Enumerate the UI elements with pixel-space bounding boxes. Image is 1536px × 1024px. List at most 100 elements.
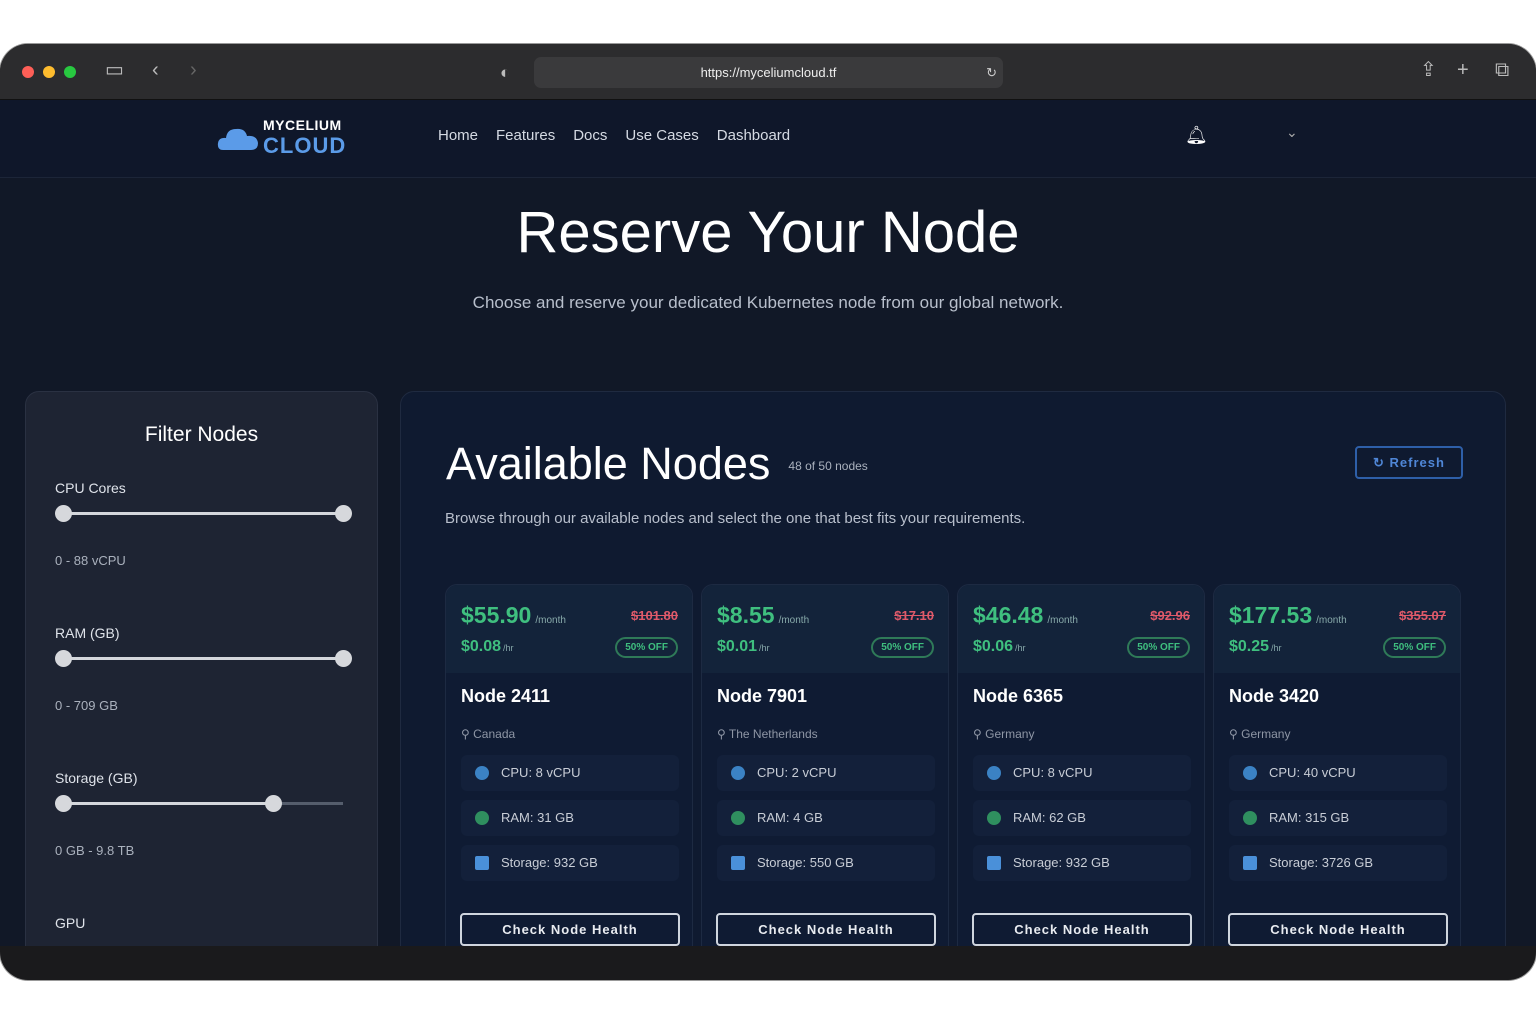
- per-month-unit: /month: [1316, 614, 1347, 626]
- slider-handle-min[interactable]: [55, 650, 72, 667]
- monthly-price: $177.53: [1229, 601, 1313, 628]
- cpu-spec: CPU: 8 vCPU: [461, 755, 679, 791]
- cpu-spec: CPU: 40 vCPU: [1229, 755, 1447, 791]
- nav-dashboard[interactable]: Dashboard: [716, 127, 791, 144]
- minimize-window-button[interactable]: [43, 66, 55, 78]
- nav-home[interactable]: Home: [438, 127, 479, 144]
- cpu-range-slider[interactable]: [55, 505, 352, 522]
- original-price: $17.10: [894, 607, 934, 623]
- node-location: Canada: [473, 727, 516, 741]
- shield-icon[interactable]: ◐: [500, 63, 511, 82]
- slider-handle-max[interactable]: [265, 795, 282, 812]
- storage-filter-label: Storage (GB): [55, 770, 138, 786]
- storage-range-value: 0 GB - 9.8 TB: [55, 843, 135, 858]
- nav-use-cases[interactable]: Use Cases: [625, 127, 699, 144]
- hourly-price: $0.08: [461, 638, 502, 655]
- nodes-title: Available Nodes: [446, 438, 771, 489]
- per-hour-unit: /hr: [759, 643, 770, 653]
- reload-icon[interactable]: ↻: [986, 65, 997, 80]
- ram-range-slider[interactable]: [55, 650, 352, 667]
- location-pin-icon: ⚲: [461, 727, 474, 741]
- ram-spec: RAM: 31 GB: [461, 800, 679, 836]
- ram-range-value: 0 - 709 GB: [55, 698, 118, 713]
- price-header: $177.53/month $355.07 $0.25/hr 50% OFF: [1214, 585, 1460, 673]
- node-location: The Netherlands: [728, 727, 818, 741]
- logo[interactable]: MYCELIUM CLOUD: [217, 118, 367, 160]
- ram-value: RAM: 31 GB: [501, 810, 574, 825]
- slider-handle-max[interactable]: [335, 505, 352, 522]
- check-node-health-button[interactable]: Check Node Health: [1228, 913, 1448, 946]
- check-node-health-button[interactable]: Check Node Health: [460, 913, 680, 946]
- logo-text-bottom: CLOUD: [263, 133, 347, 158]
- storage-value: Storage: 932 GB: [1013, 855, 1110, 870]
- memory-icon: [475, 811, 489, 825]
- sidebar-toggle-icon[interactable]: ▭: [105, 59, 124, 81]
- storage-spec: Storage: 3726 GB: [1229, 845, 1447, 881]
- filter-title: Filter Nodes: [144, 423, 259, 446]
- cpu-icon: [1243, 766, 1257, 780]
- nav-features[interactable]: Features: [496, 127, 556, 144]
- maximize-window-button[interactable]: [64, 66, 76, 78]
- nav-docs[interactable]: Docs: [573, 127, 608, 144]
- cpu-spec: CPU: 2 vCPU: [717, 755, 935, 791]
- monthly-price: $55.90: [461, 601, 532, 628]
- tabs-overview-icon[interactable]: ⧉: [1495, 59, 1510, 81]
- bell-icon[interactable]: 🔔︎: [1185, 125, 1208, 145]
- slider-handle-max[interactable]: [335, 650, 352, 667]
- node-location: Germany: [1241, 727, 1291, 741]
- storage-spec: Storage: 932 GB: [973, 845, 1191, 881]
- discount-badge: 50% OFF: [1127, 636, 1190, 658]
- slider-handle-min[interactable]: [55, 795, 72, 812]
- cpu-value: CPU: 8 vCPU: [501, 765, 581, 780]
- check-node-health-button[interactable]: Check Node Health: [716, 913, 936, 946]
- cpu-value: CPU: 8 vCPU: [1013, 765, 1093, 780]
- filter-panel: Filter Nodes CPU Cores 0 - 88 vCPU RAM (…: [25, 391, 378, 946]
- check-node-health-button[interactable]: Check Node Health: [972, 913, 1192, 946]
- node-name: Node 7901: [717, 686, 808, 706]
- node-card[interactable]: $46.48/month $92.96 $0.06/hr 50% OFF Nod…: [957, 584, 1205, 946]
- memory-icon: [731, 811, 745, 825]
- back-icon[interactable]: ‹: [152, 59, 159, 81]
- original-price: $92.96: [1150, 607, 1190, 623]
- storage-range-slider[interactable]: [55, 795, 343, 812]
- node-card[interactable]: $177.53/month $355.07 $0.25/hr 50% OFF N…: [1213, 584, 1461, 946]
- ram-value: RAM: 4 GB: [757, 810, 823, 825]
- node-card[interactable]: $55.90/month $101.80 $0.08/hr 50% OFF No…: [445, 584, 693, 946]
- per-hour-unit: /hr: [1271, 643, 1282, 653]
- storage-value: Storage: 3726 GB: [1269, 855, 1374, 870]
- cpu-range-value: 0 - 88 vCPU: [55, 553, 126, 568]
- share-icon[interactable]: ⇪: [1420, 59, 1437, 81]
- new-tab-icon[interactable]: +: [1457, 59, 1469, 81]
- page-subtitle: Choose and reserve your dedicated Kubern…: [472, 293, 1064, 312]
- per-month-unit: /month: [1047, 614, 1078, 626]
- storage-icon: [731, 856, 745, 870]
- node-name: Node 3420: [1229, 686, 1320, 706]
- refresh-button[interactable]: ↻ Refresh: [1355, 446, 1463, 479]
- slider-handle-min[interactable]: [55, 505, 72, 522]
- refresh-icon: ↻: [1373, 455, 1390, 470]
- forward-icon[interactable]: ›: [190, 59, 197, 81]
- monthly-price: $46.48: [973, 601, 1044, 628]
- per-hour-unit: /hr: [503, 643, 514, 653]
- cpu-filter-label: CPU Cores: [55, 480, 126, 496]
- storage-icon: [987, 856, 1001, 870]
- price-header: $55.90/month $101.80 $0.08/hr 50% OFF: [446, 585, 692, 673]
- gpu-filter-label: GPU: [55, 915, 86, 931]
- storage-value: Storage: 932 GB: [501, 855, 598, 870]
- cpu-icon: [475, 766, 489, 780]
- node-card[interactable]: $8.55/month $17.10 $0.01/hr 50% OFF Node…: [701, 584, 949, 946]
- url-bar[interactable]: https://myceliumcloud.tf ↻: [534, 57, 1003, 88]
- hourly-price: $0.25: [1229, 638, 1270, 655]
- cpu-value: CPU: 40 vCPU: [1269, 765, 1356, 780]
- browser-toolbar: ▭ ‹ › ◐ https://myceliumcloud.tf ↻ ⇪ + ⧉: [0, 44, 1536, 100]
- ram-value: RAM: 62 GB: [1013, 810, 1086, 825]
- chevron-down-icon[interactable]: ⌄: [1286, 124, 1298, 140]
- storage-spec: Storage: 932 GB: [461, 845, 679, 881]
- page-title: Reserve Your Node: [516, 200, 1020, 265]
- cpu-icon: [731, 766, 745, 780]
- memory-icon: [1243, 811, 1257, 825]
- ram-spec: RAM: 62 GB: [973, 800, 1191, 836]
- close-window-button[interactable]: [22, 66, 34, 78]
- original-price: $101.80: [631, 607, 678, 623]
- ram-value: RAM: 315 GB: [1269, 810, 1350, 825]
